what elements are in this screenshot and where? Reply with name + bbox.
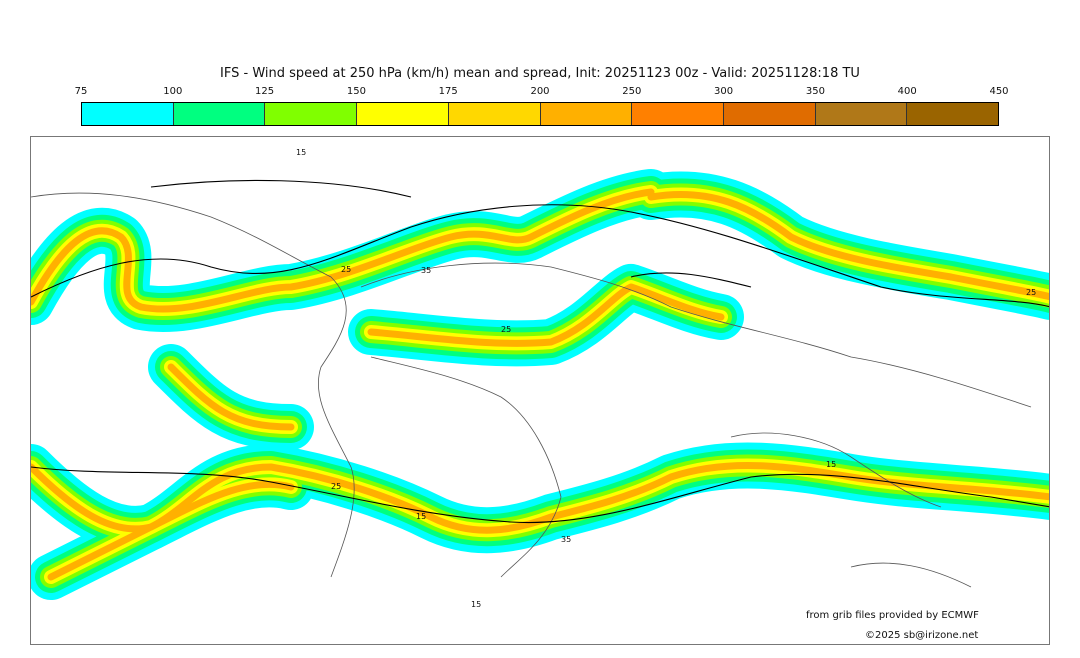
colorbar (81, 102, 999, 126)
colorbar-tick-label: 200 (530, 86, 550, 97)
copyright-credit: ©2025 sb@irizone.net (865, 630, 979, 641)
colorbar-segment (82, 103, 174, 125)
colorbar-segment (815, 103, 908, 125)
colorbar-segment (357, 103, 449, 125)
wind-speed-band (367, 283, 725, 347)
colorbar-tick-label: 450 (989, 86, 1009, 97)
coastlines (31, 192, 1032, 588)
colorbar-tick-label: 150 (346, 86, 366, 97)
colorbar-tick-label: 250 (622, 86, 642, 97)
contour-label: 25 (341, 265, 351, 274)
contour-label: 15 (826, 460, 836, 469)
wind-speed-band (167, 363, 295, 431)
colorbar-tick-label: 175 (438, 86, 458, 97)
contour-label: 25 (501, 325, 511, 334)
contour-label: 15 (471, 600, 481, 609)
colorbar-segment (907, 103, 999, 125)
contour-label: 35 (421, 266, 431, 275)
contour-label: 25 (331, 482, 341, 491)
colorbar-segment (540, 103, 633, 125)
colorbar-tick-label: 100 (163, 86, 183, 97)
contour-label: 15 (416, 512, 426, 521)
colorbar-segment (448, 103, 541, 125)
wind-speed-map: 15 35 25 25 25 15 35 15 25 15 (30, 136, 1050, 645)
map-canvas: 15 35 25 25 25 15 35 15 25 15 (31, 148, 1049, 609)
colorbar-segment (723, 103, 816, 125)
colorbar-tick-label: 350 (805, 86, 825, 97)
colorbar-tick-label: 300 (714, 86, 734, 97)
colorbar-segment (173, 103, 266, 125)
colorbar-segment (632, 103, 724, 125)
source-credit: from grib files provided by ECMWF (806, 610, 979, 621)
colorbar-tick-label: 400 (897, 86, 917, 97)
chart-title: IFS - Wind speed at 250 hPa (km/h) mean … (220, 66, 860, 81)
contour-label: 15 (296, 148, 306, 157)
contour-label: 35 (561, 535, 571, 544)
wind-speed-band (47, 480, 295, 581)
wind-speed-band (31, 188, 655, 313)
colorbar-segment (265, 103, 358, 125)
spread-contours (31, 179, 1049, 524)
colorbar-tick-label: 125 (255, 86, 275, 97)
contour-label: 25 (1026, 288, 1036, 297)
wind-speed-band (647, 190, 1049, 301)
colorbar-tick-label: 75 (74, 86, 88, 97)
